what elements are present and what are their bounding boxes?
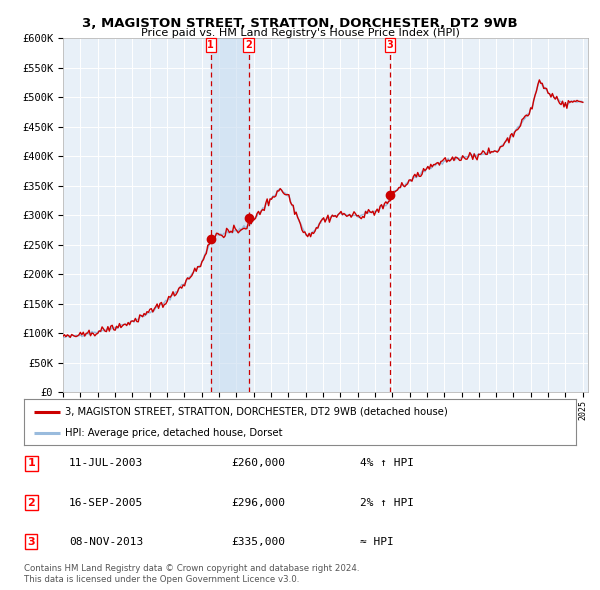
Text: 3, MAGISTON STREET, STRATTON, DORCHESTER, DT2 9WB (detached house): 3, MAGISTON STREET, STRATTON, DORCHESTER…	[65, 407, 448, 417]
Text: 16-SEP-2005: 16-SEP-2005	[69, 498, 143, 507]
Text: 3, MAGISTON STREET, STRATTON, DORCHESTER, DT2 9WB: 3, MAGISTON STREET, STRATTON, DORCHESTER…	[82, 17, 518, 30]
Text: 2: 2	[28, 498, 35, 507]
Text: £260,000: £260,000	[231, 458, 285, 468]
Text: ≈ HPI: ≈ HPI	[360, 537, 394, 546]
Text: 1: 1	[208, 40, 214, 50]
Text: 2: 2	[245, 40, 252, 50]
Text: 11-JUL-2003: 11-JUL-2003	[69, 458, 143, 468]
Text: 3: 3	[28, 537, 35, 546]
Text: Contains HM Land Registry data © Crown copyright and database right 2024.: Contains HM Land Registry data © Crown c…	[24, 565, 359, 573]
Text: HPI: Average price, detached house, Dorset: HPI: Average price, detached house, Dors…	[65, 428, 283, 438]
Text: 2% ↑ HPI: 2% ↑ HPI	[360, 498, 414, 507]
Text: £296,000: £296,000	[231, 498, 285, 507]
Text: £335,000: £335,000	[231, 537, 285, 546]
Text: 1: 1	[28, 458, 35, 468]
Text: 08-NOV-2013: 08-NOV-2013	[69, 537, 143, 546]
Text: This data is licensed under the Open Government Licence v3.0.: This data is licensed under the Open Gov…	[24, 575, 299, 584]
Text: Price paid vs. HM Land Registry's House Price Index (HPI): Price paid vs. HM Land Registry's House …	[140, 28, 460, 38]
Text: 3: 3	[386, 40, 393, 50]
Bar	[211, 38, 248, 392]
Text: 4% ↑ HPI: 4% ↑ HPI	[360, 458, 414, 468]
